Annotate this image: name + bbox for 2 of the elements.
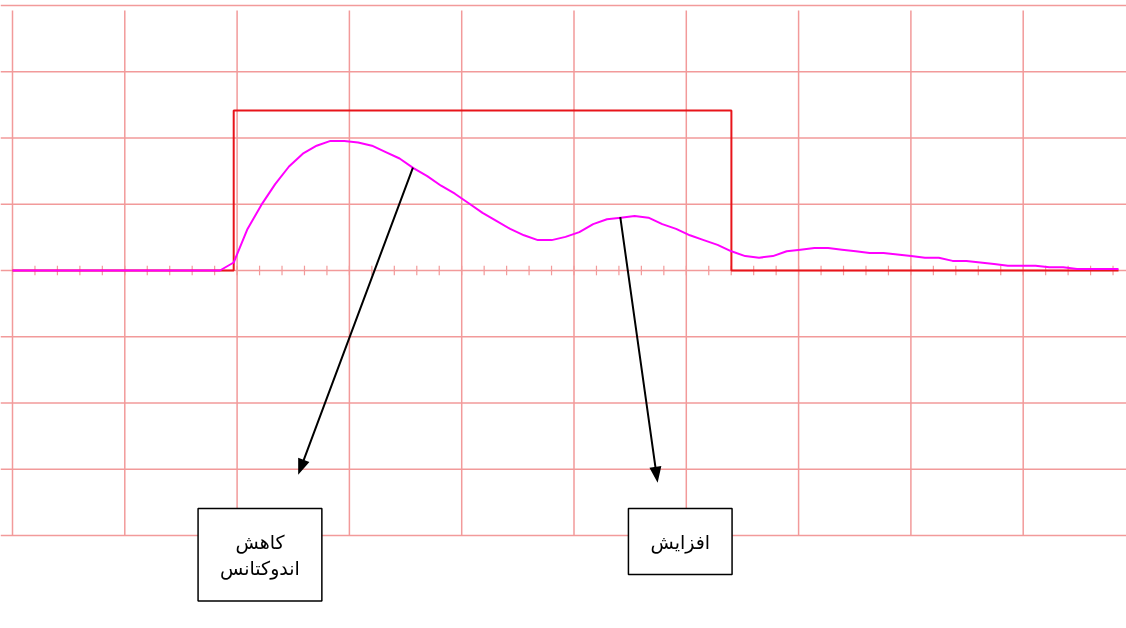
- text: افزایش: [650, 530, 711, 554]
- text: کاهش اندوکتانس: [220, 530, 300, 580]
